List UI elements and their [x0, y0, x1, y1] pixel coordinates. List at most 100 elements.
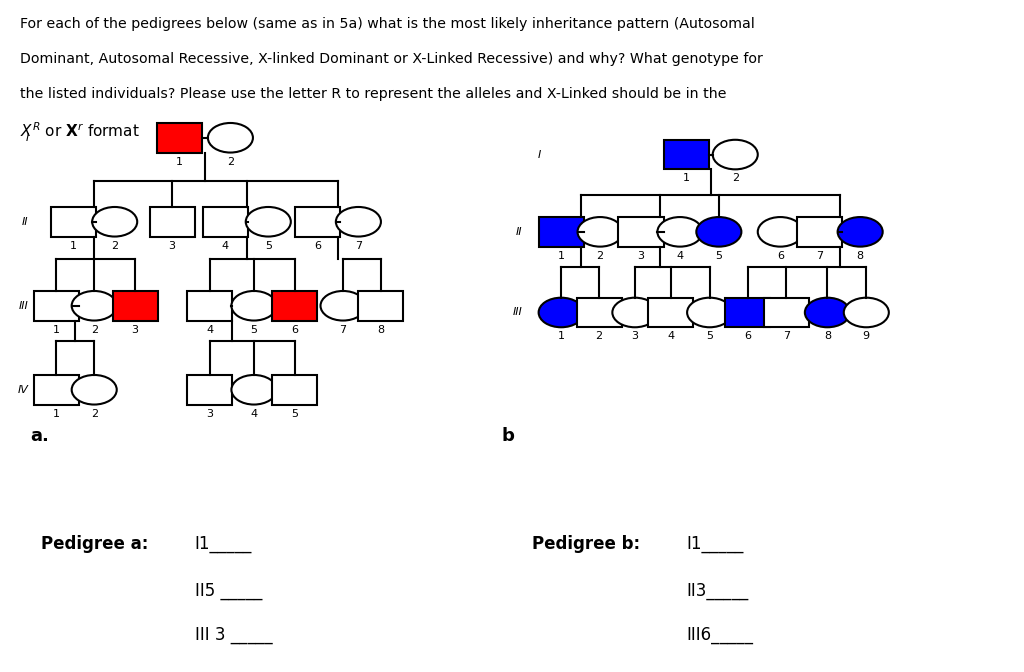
Text: 2: 2: [596, 331, 602, 341]
FancyBboxPatch shape: [150, 207, 195, 237]
Text: I: I: [26, 133, 29, 142]
Circle shape: [231, 375, 276, 405]
Text: 2: 2: [112, 241, 118, 251]
FancyBboxPatch shape: [187, 291, 232, 321]
FancyBboxPatch shape: [295, 207, 340, 237]
Circle shape: [838, 217, 883, 247]
Text: 6: 6: [314, 241, 321, 251]
Circle shape: [208, 123, 253, 153]
Text: For each of the pedigrees below (same as in 5a) what is the most likely inherita: For each of the pedigrees below (same as…: [20, 17, 756, 31]
Text: 1: 1: [683, 173, 689, 183]
Text: 1: 1: [53, 325, 59, 335]
Circle shape: [758, 217, 803, 247]
Text: 5: 5: [265, 241, 271, 251]
Circle shape: [805, 298, 850, 327]
Text: Dominant, Autosomal Recessive, X-linked Dominant or X-Linked Recessive) and why?: Dominant, Autosomal Recessive, X-linked …: [20, 52, 763, 66]
Text: 1: 1: [176, 157, 182, 167]
Text: III: III: [18, 301, 29, 310]
Text: 3: 3: [132, 325, 138, 335]
Text: 3: 3: [638, 251, 644, 261]
FancyBboxPatch shape: [358, 291, 403, 321]
FancyBboxPatch shape: [34, 375, 79, 405]
Text: 2: 2: [597, 251, 603, 261]
Circle shape: [72, 375, 117, 405]
Circle shape: [696, 217, 741, 247]
Text: II: II: [23, 217, 29, 226]
Circle shape: [578, 217, 623, 247]
Text: III6_____: III6_____: [686, 626, 753, 644]
FancyBboxPatch shape: [648, 298, 693, 327]
Text: 6: 6: [777, 251, 783, 261]
Text: 3: 3: [169, 241, 175, 251]
Text: the listed individuals? Please use the letter R to represent the alleles and X-L: the listed individuals? Please use the l…: [20, 87, 727, 101]
FancyBboxPatch shape: [272, 375, 317, 405]
Circle shape: [844, 298, 889, 327]
Text: 2: 2: [91, 325, 97, 335]
Text: 9: 9: [863, 331, 869, 341]
Circle shape: [72, 291, 117, 321]
Text: I1_____: I1_____: [195, 536, 252, 553]
Text: 7: 7: [340, 325, 346, 335]
FancyBboxPatch shape: [618, 217, 664, 247]
FancyBboxPatch shape: [113, 291, 158, 321]
Text: II: II: [516, 227, 522, 237]
Text: 6: 6: [292, 325, 298, 335]
FancyBboxPatch shape: [157, 123, 202, 153]
Circle shape: [92, 207, 137, 237]
Text: 8: 8: [378, 325, 384, 335]
Text: 2: 2: [227, 157, 233, 167]
FancyBboxPatch shape: [34, 291, 79, 321]
Text: 5: 5: [716, 251, 722, 261]
Text: 5: 5: [292, 409, 298, 419]
Circle shape: [321, 291, 366, 321]
Text: Pedigree b:: Pedigree b:: [532, 536, 641, 553]
Text: I: I: [538, 150, 541, 159]
Circle shape: [713, 140, 758, 169]
Text: Pedigree a:: Pedigree a:: [41, 536, 148, 553]
Text: 8: 8: [824, 331, 830, 341]
Text: III 3 _____: III 3 _____: [195, 626, 272, 644]
FancyBboxPatch shape: [725, 298, 770, 327]
Text: 1: 1: [53, 409, 59, 419]
Text: 4: 4: [677, 251, 683, 261]
Text: 8: 8: [857, 251, 863, 261]
Text: 1: 1: [558, 251, 564, 261]
Text: II5 _____: II5 _____: [195, 583, 262, 600]
Circle shape: [231, 291, 276, 321]
FancyBboxPatch shape: [577, 298, 622, 327]
FancyBboxPatch shape: [187, 375, 232, 405]
Text: a.: a.: [31, 427, 49, 445]
Text: 3: 3: [207, 409, 213, 419]
FancyBboxPatch shape: [272, 291, 317, 321]
Text: 5: 5: [251, 325, 257, 335]
FancyBboxPatch shape: [203, 207, 248, 237]
Text: III: III: [512, 308, 522, 317]
Text: IV: IV: [17, 385, 29, 394]
Text: 1: 1: [558, 331, 564, 341]
Circle shape: [657, 217, 702, 247]
FancyBboxPatch shape: [51, 207, 96, 237]
Text: 4: 4: [207, 325, 213, 335]
Circle shape: [336, 207, 381, 237]
Circle shape: [687, 298, 732, 327]
Circle shape: [246, 207, 291, 237]
Text: 5: 5: [707, 331, 713, 341]
Text: 2: 2: [91, 409, 97, 419]
Circle shape: [612, 298, 657, 327]
Text: 1: 1: [71, 241, 77, 251]
FancyBboxPatch shape: [539, 217, 584, 247]
FancyBboxPatch shape: [797, 217, 842, 247]
Text: 3: 3: [632, 331, 638, 341]
Text: 4: 4: [251, 409, 257, 419]
Text: 4: 4: [222, 241, 228, 251]
FancyBboxPatch shape: [664, 140, 709, 169]
Text: I1_____: I1_____: [686, 536, 743, 553]
Text: 2: 2: [732, 173, 738, 183]
Text: 6: 6: [744, 331, 751, 341]
FancyBboxPatch shape: [764, 298, 809, 327]
Text: 7: 7: [355, 241, 361, 251]
Text: 7: 7: [816, 251, 822, 261]
Text: b: b: [502, 427, 515, 445]
Text: 4: 4: [668, 331, 674, 341]
Circle shape: [539, 298, 584, 327]
